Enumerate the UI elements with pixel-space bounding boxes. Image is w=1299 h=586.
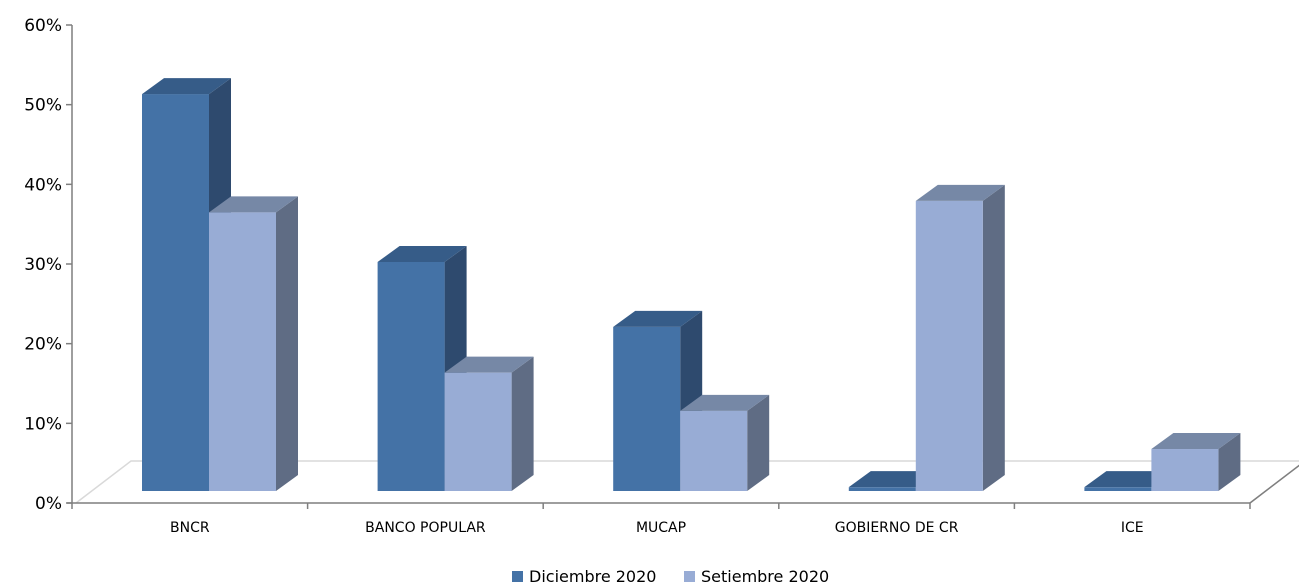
y-tick-label: 0% bbox=[35, 494, 62, 514]
legend-swatch-setiembre-2020 bbox=[684, 571, 695, 582]
bar-side bbox=[511, 356, 534, 491]
bar-front bbox=[915, 200, 983, 491]
chart-axes bbox=[66, 24, 1251, 509]
bar-top bbox=[142, 78, 231, 95]
bar-top bbox=[915, 184, 1005, 201]
y-tick-label: 20% bbox=[24, 335, 62, 355]
bar-side bbox=[982, 184, 1005, 491]
bar-front bbox=[209, 212, 276, 491]
bar-front bbox=[613, 326, 681, 491]
bar-side bbox=[747, 394, 770, 491]
bar-side bbox=[276, 196, 298, 491]
bar-front bbox=[444, 372, 512, 491]
chart-legend: Diciembre 2020 Setiembre 2020 bbox=[512, 567, 829, 586]
bar-top bbox=[1151, 433, 1241, 450]
bar-front bbox=[142, 94, 209, 492]
bar-front bbox=[680, 410, 748, 491]
legend-label-diciembre-2020: Diciembre 2020 bbox=[529, 567, 656, 586]
bar-top bbox=[680, 394, 770, 411]
x-tick-label-gobierno-de-cr: GOBIERNO DE CR bbox=[835, 520, 959, 536]
bar-side bbox=[1218, 433, 1241, 491]
chart-labels: 0% 10% 20% 30% 40% 50% 60% BNCR BANCO POPULAR MUC… bbox=[24, 16, 1143, 536]
bar-top bbox=[209, 196, 298, 213]
x-tick-label-banco-popular: BANCO POPULAR bbox=[365, 520, 486, 536]
bar-setiembre-2020-banco-popular bbox=[444, 356, 534, 491]
bar-front bbox=[1151, 449, 1219, 491]
bar-front bbox=[848, 487, 916, 491]
bar-setiembre-2020-ice bbox=[1151, 433, 1241, 491]
bar-front bbox=[377, 262, 445, 491]
bar-top bbox=[377, 246, 467, 262]
bar-setiembre-2020-mucap bbox=[680, 394, 770, 491]
legend-swatch-diciembre-2020 bbox=[512, 571, 523, 582]
chart-bars bbox=[142, 78, 1241, 492]
y-tick-label: 30% bbox=[24, 255, 62, 275]
x-tick-label-bncr: BNCR bbox=[170, 520, 210, 536]
bar-setiembre-2020-bncr bbox=[209, 196, 298, 491]
y-tick-label: 50% bbox=[24, 96, 62, 116]
x-tick-label-mucap: MUCAP bbox=[636, 520, 686, 536]
y-tick-label: 40% bbox=[24, 175, 62, 195]
bar-setiembre-2020-gobierno-de-cr bbox=[915, 184, 1005, 491]
bar-top bbox=[848, 471, 938, 488]
y-tick-label: 10% bbox=[24, 414, 62, 434]
bar-top bbox=[444, 356, 534, 373]
x-tick-label-ice: ICE bbox=[1121, 520, 1144, 536]
bar-top bbox=[1084, 471, 1174, 488]
bar-top bbox=[613, 310, 703, 327]
legend-label-setiembre-2020: Setiembre 2020 bbox=[701, 567, 829, 586]
bar-front bbox=[1084, 487, 1152, 491]
y-tick-label: 60% bbox=[24, 16, 62, 36]
bar-diciembre-2020-mucap bbox=[613, 310, 703, 491]
floor-right-edge bbox=[1249, 464, 1299, 504]
